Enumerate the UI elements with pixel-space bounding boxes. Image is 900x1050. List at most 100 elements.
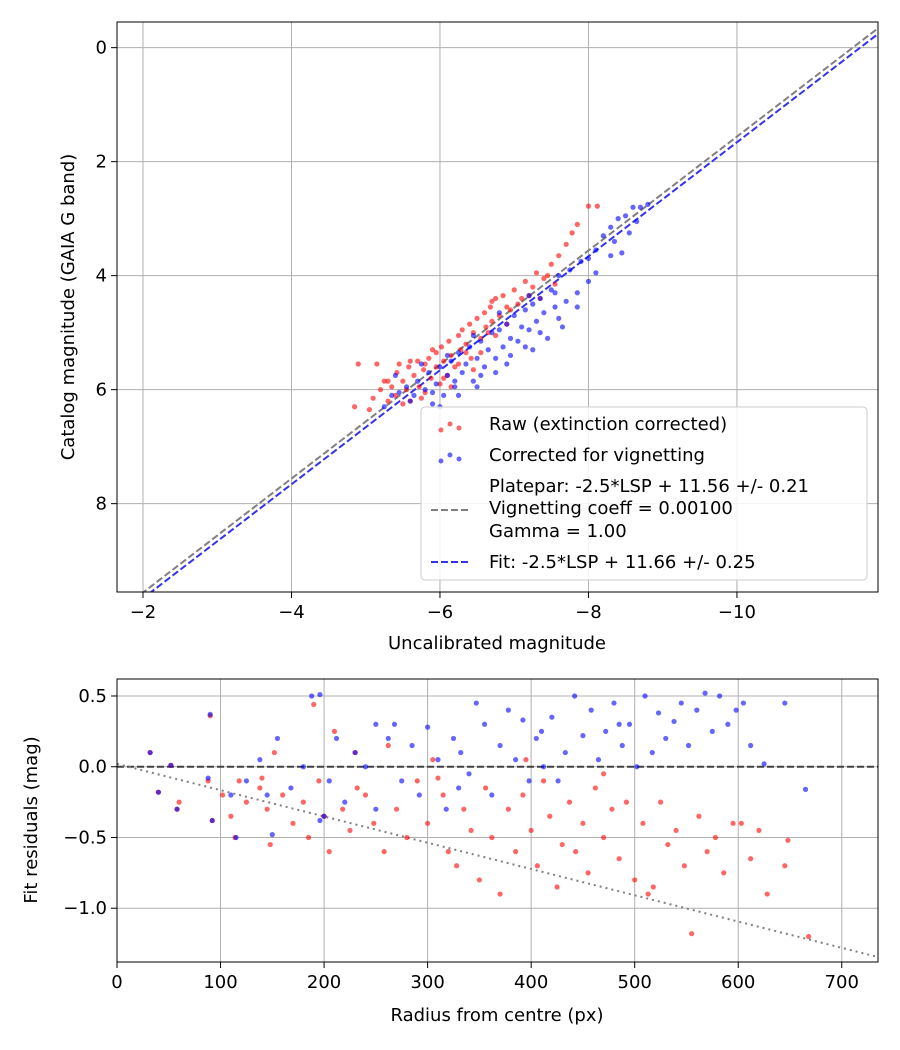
residuals-plot-raw-point bbox=[609, 806, 615, 812]
magnitude-plot-raw-point bbox=[493, 332, 499, 339]
magnitude-plot-raw-point bbox=[441, 375, 447, 381]
residuals-plot-raw-point bbox=[520, 792, 526, 798]
residuals-plot-corrected-point bbox=[473, 700, 479, 706]
magnitude-plot-raw-point bbox=[351, 404, 358, 410]
residuals-plot-raw-point bbox=[721, 870, 727, 876]
magnitude-plot-corrected-point bbox=[548, 287, 554, 293]
residuals-plot-corrected-point bbox=[685, 742, 692, 749]
magnitude-plot-ylabel: Catalog magnitude (GAIA G band) bbox=[58, 154, 79, 461]
magnitude-plot-corrected-point bbox=[392, 372, 399, 378]
magnitude-plot-corrected-point bbox=[556, 273, 562, 279]
residuals-plot-raw-point bbox=[756, 827, 762, 834]
legend-raw-marker bbox=[456, 425, 462, 431]
magnitude-plot-corrected-point bbox=[619, 250, 625, 256]
magnitude-plot-corrected-point bbox=[474, 384, 480, 390]
magnitude-plot-ticks: −2 −4 −6 −8 −10 0 2 4 6 8 bbox=[96, 38, 756, 623]
magnitude-plot-corrected-point bbox=[515, 338, 521, 344]
residuals-plot-raw-point bbox=[782, 863, 788, 869]
residuals-plot-corrected-point bbox=[155, 789, 162, 795]
magnitude-plot-x-tick-label: −10 bbox=[718, 602, 756, 623]
residuals-plot-raw-point bbox=[704, 849, 710, 855]
magnitude-plot-raw-point bbox=[400, 401, 406, 407]
magnitude-plot-corrected-point bbox=[444, 352, 450, 359]
magnitude-plot-corrected-point bbox=[537, 295, 543, 302]
magnitude-plot-corrected-point bbox=[478, 372, 484, 378]
magnitude-plot-x-tick-label: −6 bbox=[427, 602, 454, 623]
magnitude-plot-raw-point bbox=[519, 295, 525, 302]
magnitude-plot-raw-point bbox=[441, 358, 447, 364]
residuals-plot-raw-point bbox=[264, 806, 270, 812]
magnitude-plot-corrected-point bbox=[493, 369, 499, 376]
magnitude-plot-raw-point bbox=[515, 301, 521, 307]
residuals-plot-raw-point bbox=[228, 813, 234, 819]
magnitude-plot-points bbox=[351, 201, 651, 413]
magnitude-plot-corrected-point bbox=[444, 372, 450, 378]
magnitude-plot-raw-point bbox=[489, 318, 495, 324]
residuals-plot-corrected-point bbox=[616, 721, 622, 727]
residuals-plot-corrected-point bbox=[505, 707, 511, 713]
magnitude-plot-xlabel: Uncalibrated magnitude bbox=[388, 633, 606, 654]
residuals-plot-corrected-point bbox=[458, 749, 464, 756]
magnitude-plot-raw-point bbox=[504, 304, 510, 310]
residuals-plot-corrected-point bbox=[373, 806, 379, 812]
magnitude-plot-raw-point bbox=[428, 375, 434, 381]
magnitude-plot-x-tick-label: −2 bbox=[130, 602, 157, 623]
magnitude-plot-corrected-point bbox=[467, 344, 473, 350]
magnitude-plot-corrected-point bbox=[563, 298, 569, 304]
residuals-plot-raw-point bbox=[271, 749, 277, 756]
magnitude-plot-corrected-point bbox=[481, 364, 488, 370]
residuals-plot-raw-point bbox=[601, 771, 607, 777]
residuals-plot-raw-point bbox=[513, 849, 519, 855]
residuals-plot: 0 100 200 300 400 500 600 700 0.5 0.0 −0.5 −1.0 Rad… bbox=[21, 678, 879, 1026]
magnitude-plot-raw-point bbox=[594, 203, 600, 209]
magnitude-plot-corrected-point bbox=[622, 213, 629, 219]
residuals-plot-raw-point bbox=[331, 728, 338, 734]
magnitude-plot-raw-point bbox=[366, 407, 373, 413]
residuals-plot-corrected-point bbox=[416, 792, 422, 798]
residuals-plot-raw-point bbox=[482, 785, 489, 791]
magnitude-plot-raw-point bbox=[421, 367, 427, 373]
residuals-plot-corrected-point bbox=[385, 735, 391, 742]
residuals-plot-corrected-point bbox=[649, 749, 655, 756]
residuals-plot-x-tick-label: 700 bbox=[825, 972, 859, 993]
magnitude-plot-raw-point bbox=[422, 361, 428, 367]
magnitude-plot-corrected-point bbox=[634, 218, 640, 225]
magnitude-plot-raw-point bbox=[415, 358, 421, 364]
residuals-plot-y-tick-label: −1.0 bbox=[63, 898, 107, 919]
magnitude-plot-raw-point bbox=[545, 273, 551, 279]
magnitude-plot-corrected-point bbox=[522, 344, 528, 350]
magnitude-plot-corrected-point bbox=[389, 392, 395, 398]
residuals-plot-raw-point bbox=[640, 820, 646, 826]
magnitude-plot-raw-point bbox=[452, 364, 458, 370]
residuals-plot-corrected-point bbox=[642, 693, 648, 699]
residuals-plot-raw-point bbox=[650, 884, 656, 890]
residuals-plot-raw-point bbox=[311, 701, 317, 708]
magnitude-plot-corrected-point bbox=[593, 270, 599, 276]
legend-box bbox=[420, 406, 868, 581]
residuals-plot-corrected-point bbox=[709, 728, 715, 734]
legend-raw-marker bbox=[447, 421, 453, 427]
magnitude-plot-corrected-point bbox=[608, 224, 614, 230]
legend-fit-label: Fit: -2.5*LSP + 11.66 +/- 0.25 bbox=[489, 552, 756, 573]
residuals-plot-corrected-point bbox=[391, 721, 398, 727]
residuals-plot-raw-point bbox=[404, 834, 410, 841]
residuals-plot-raw-point bbox=[528, 827, 534, 834]
magnitude-plot-raw-point bbox=[433, 350, 439, 356]
magnitude-plot-corrected-point bbox=[608, 253, 614, 259]
magnitude-plot-corrected-point bbox=[504, 361, 510, 367]
magnitude-plot-raw-point bbox=[385, 398, 391, 404]
residuals-plot-lines bbox=[117, 762, 878, 959]
residuals-plot-corrected-point bbox=[540, 764, 547, 770]
residuals-plot-corrected-point bbox=[526, 778, 532, 784]
residuals-plot-raw-point bbox=[497, 891, 503, 897]
residuals-plot-raw-point bbox=[540, 778, 547, 784]
residuals-plot-raw-point bbox=[573, 849, 579, 855]
residuals-plot-y-tick-label: 0.0 bbox=[78, 757, 107, 778]
magnitude-plot-raw-point bbox=[448, 352, 454, 359]
magnitude-plot-raw-point bbox=[416, 384, 422, 390]
legend-corrected-marker bbox=[456, 456, 462, 462]
residuals-plot-raw-point bbox=[347, 827, 353, 834]
magnitude-plot-raw-point bbox=[429, 347, 436, 353]
magnitude-plot-corrected-point bbox=[485, 347, 491, 353]
